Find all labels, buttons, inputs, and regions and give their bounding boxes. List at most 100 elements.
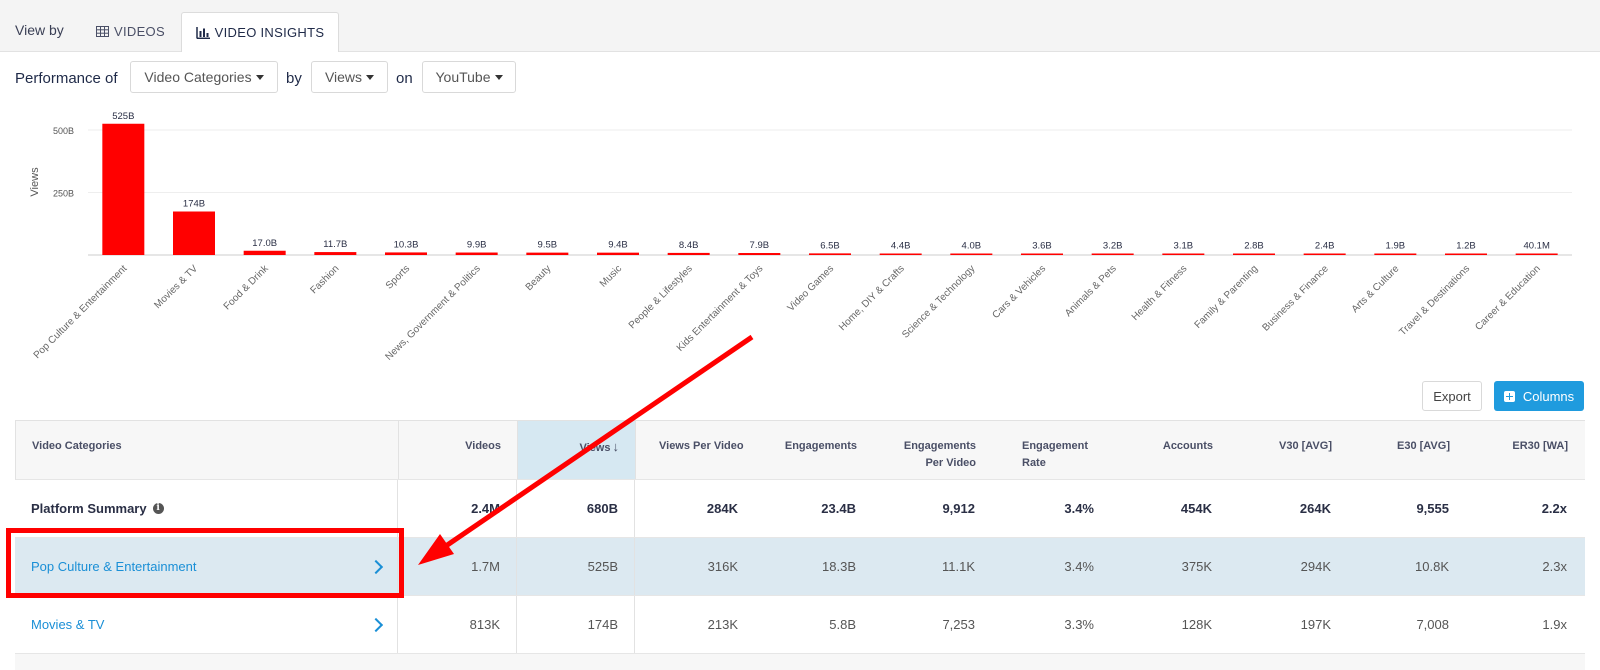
cell-accounts: 375K (1181, 559, 1212, 574)
bar-value-label: 40.1M (1523, 241, 1549, 252)
bar-value-label: 17.0B (252, 238, 277, 249)
chevron-right-icon[interactable] (368, 617, 384, 632)
chart-bar (950, 253, 993, 255)
header-label: Video Categories (32, 440, 122, 452)
caret-down-icon (494, 75, 503, 80)
cell-v30: 294K (1300, 559, 1331, 574)
info-icon[interactable]: i (152, 503, 164, 514)
tab-video-insights[interactable]: VIDEO INSIGHTS (181, 12, 339, 52)
bar-value-label: 2.4B (1315, 241, 1335, 252)
cell-views-per-video: 316K (707, 559, 738, 574)
category-tick-label: Video Games (786, 263, 836, 313)
header-engagements[interactable]: Engagements (755, 421, 873, 479)
metric-type-dropdown[interactable]: Video Categories (130, 61, 278, 93)
cell-e30: 10.8K (1415, 559, 1449, 574)
bar-value-label: 1.9B (1386, 241, 1406, 252)
header-label: E30 [AVG] (1397, 440, 1450, 452)
cell-engagements: 5.8B (829, 617, 856, 632)
header-videos[interactable]: Videos (399, 421, 518, 479)
header-label: Engagements Per Video (903, 440, 976, 469)
header-views-per-video[interactable]: Views Per Video (636, 421, 755, 479)
bar-value-label: 2.8B (1244, 241, 1264, 252)
summary-views: 680B (517, 480, 635, 537)
header-engagements-per-video[interactable]: Engagements Per Video (873, 421, 992, 479)
summary-er30: 2.2x (1541, 501, 1567, 516)
category-tick-label: Food & Drink (222, 263, 272, 313)
header-label: Views Per Video (659, 440, 744, 452)
cell-er30: 1.9x (1542, 617, 1567, 632)
header-label: Videos (465, 440, 501, 452)
view-tab-bar: View by VIDEOS VIDEO INSIGHTS (0, 0, 1600, 52)
header-er30-wa[interactable]: ER30 [WA] (1466, 421, 1584, 479)
bar-value-label: 10.3B (394, 239, 419, 250)
bar-value-label: 3.6B (1032, 241, 1052, 252)
cell-videos: 1.7M (398, 538, 517, 595)
bar-value-label: 525B (112, 111, 134, 122)
chart-bar (809, 253, 851, 255)
view-by-label: View by (15, 22, 64, 38)
category-link[interactable]: Pop Culture & Entertainment (31, 559, 197, 574)
category-cell[interactable]: Movies & TV (15, 596, 398, 653)
cell-views: 525B (517, 538, 635, 595)
chart-bar (1445, 253, 1487, 255)
header-label: Engagement Rate (1022, 440, 1089, 469)
category-tick-label: Business & Finance (1261, 263, 1332, 334)
caret-down-icon (255, 75, 264, 80)
cell-er30: 2.3x (1542, 559, 1567, 574)
chart-bar (102, 123, 145, 255)
bar-value-label: 9.9B (467, 240, 487, 251)
header-accounts[interactable]: Accounts (1111, 421, 1229, 479)
summary-accounts: 454K (1180, 501, 1212, 516)
bar-value-label: 1.2B (1456, 241, 1476, 252)
bar-value-label: 8.4B (679, 240, 699, 251)
cell-engagement-rate: 3.4% (1064, 559, 1094, 574)
bar-value-label: 4.0B (962, 241, 982, 252)
on-label: on (396, 70, 413, 87)
cell-videos: 813K (398, 596, 517, 653)
y-axis-label: Views (29, 167, 41, 197)
category-tick-label: Family & Parenting (1193, 263, 1261, 331)
chart-bar (173, 211, 215, 255)
export-button[interactable]: Export (1422, 381, 1482, 411)
bar-value-label: 11.7B (323, 239, 347, 250)
header-engagement-rate[interactable]: Engagement Rate (992, 421, 1111, 479)
header-views[interactable]: Views ↓ (518, 421, 636, 479)
chart-bar (1515, 253, 1558, 255)
metric-dropdown[interactable]: Views (311, 61, 388, 93)
chart-bar (1374, 253, 1417, 255)
sort-desc-icon: ↓ (612, 439, 620, 454)
category-tick-label: Music (598, 263, 624, 289)
platform-dropdown[interactable]: YouTube (422, 61, 516, 93)
header-v30-avg[interactable]: V30 [AVG] (1229, 421, 1348, 479)
columns-label: Columns (1522, 388, 1575, 404)
category-tick-label: Fashion (309, 263, 342, 296)
category-tick-label: Travel & Destinations (1397, 263, 1472, 338)
summary-e30: 9,555 (1416, 501, 1449, 516)
table-row-movies-tv[interactable]: Movies & TV 813K 174B 213K 5.8B 7,253 3.… (15, 596, 1585, 654)
metric-value: Views (324, 69, 363, 85)
category-tick-label: Science & Technology (900, 263, 977, 340)
summary-videos: 2.4M (398, 480, 517, 537)
category-tick-label: Career & Education (1473, 263, 1542, 332)
category-tick-label: Animals & Pets (1063, 263, 1119, 319)
views-bar-chart: 250B 500B Views 525B Pop Culture & Entertain… (29, 111, 1572, 363)
by-label: by (286, 70, 302, 87)
summary-engagement-rate: 3.4% (1064, 501, 1094, 516)
cell-views-per-video: 213K (707, 617, 738, 632)
chart-bar (1162, 253, 1205, 255)
category-tick-label: Arts & Culture (1350, 263, 1402, 315)
header-label: ER30 [WA] (1512, 440, 1568, 452)
summary-views-per-video: 284K (706, 501, 738, 516)
category-tick-label: Health & Fitness (1130, 263, 1190, 323)
table-header-row: Video Categories Videos Views ↓ Views Per… (15, 420, 1585, 480)
columns-button[interactable]: Columns (1494, 381, 1584, 411)
table-row-pop-culture[interactable]: Pop Culture & Entertainment 1.7M 525B 31… (15, 538, 1585, 596)
category-link[interactable]: Movies & TV (31, 617, 105, 632)
y-tick-label: 250B (53, 189, 74, 199)
category-cell[interactable]: Pop Culture & Entertainment (15, 538, 398, 595)
tab-videos[interactable]: VIDEOS (96, 12, 165, 51)
bar-value-label: 7.9B (750, 240, 770, 251)
table-next-row-partial (15, 654, 1585, 670)
header-e30-avg[interactable]: E30 [AVG] (1348, 421, 1466, 479)
header-video-categories[interactable]: Video Categories (16, 421, 399, 479)
